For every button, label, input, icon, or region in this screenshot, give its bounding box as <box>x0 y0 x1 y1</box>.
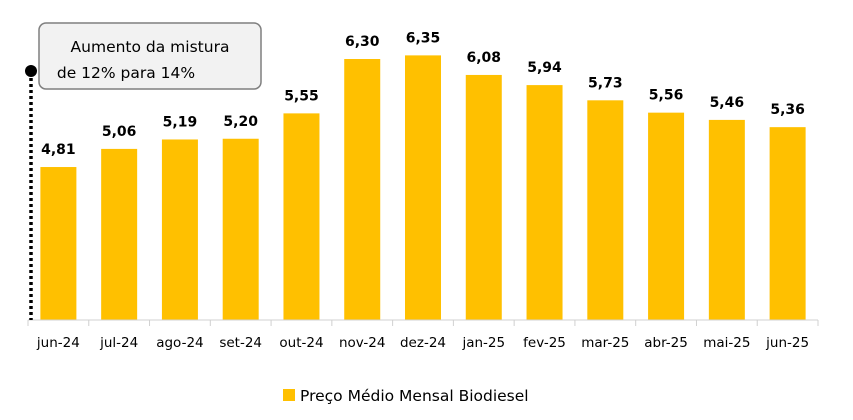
x-tick-label-dez-24: dez-24 <box>400 335 446 351</box>
value-label-nov-24: 6,30 <box>345 34 380 50</box>
value-label-ago-24: 5,19 <box>163 114 198 130</box>
x-axis-ticks-group: jun-24 jul-24 ago-24 set-24 out-24 nov-24 dez-… <box>27 320 819 351</box>
bar-jan-25 <box>465 74 502 320</box>
annotation: Aumento da mistura de 12% para 14% <box>25 22 262 320</box>
value-label-fev-25: 5,94 <box>527 60 562 76</box>
bar-ago-24 <box>161 139 198 320</box>
value-label-mai-25: 5,46 <box>710 95 745 111</box>
legend-swatch <box>283 389 295 401</box>
annotation-text-line-2: de 12% para 14% <box>57 64 195 82</box>
bar-dez-24 <box>405 55 441 320</box>
bar-jun-24 <box>40 167 77 320</box>
x-tick-label-mai-25: mai-25 <box>703 335 750 351</box>
bar-abr-25 <box>648 112 685 321</box>
x-tick-label-out-24: out-24 <box>279 335 323 351</box>
value-label-jul-24: 5,06 <box>102 124 137 140</box>
bar-set-24 <box>222 138 259 320</box>
x-tick-label-jun-25: jun-25 <box>765 335 809 351</box>
x-tick-label-nov-24: nov-24 <box>339 335 386 351</box>
bar-nov-24 <box>344 59 381 320</box>
x-tick-label-jun-24: jun-24 <box>36 335 80 351</box>
legend-label: Preço Médio Mensal Biodiesel <box>300 387 529 405</box>
value-label-dez-24: 6,35 <box>406 30 441 46</box>
x-tick-label-mar-25: mar-25 <box>581 335 629 351</box>
x-tick-label-jan-25: jan-25 <box>461 335 505 351</box>
x-tick-label-jul-24: jul-24 <box>99 335 138 351</box>
value-label-mar-25: 5,73 <box>588 75 623 91</box>
bar-out-24 <box>283 113 320 320</box>
value-label-set-24: 5,20 <box>223 114 258 130</box>
value-label-jun-25: 5,36 <box>770 102 805 118</box>
bar-mai-25 <box>708 119 745 321</box>
legend: Preço Médio Mensal Biodiesel <box>283 387 529 405</box>
bar-jun-25 <box>769 127 806 321</box>
x-tick-label-fev-25: fev-25 <box>523 335 566 351</box>
value-label-jun-24: 4,81 <box>41 142 76 158</box>
annotation-marker-dot <box>25 65 37 77</box>
value-label-jan-25: 6,08 <box>466 50 501 66</box>
bar-fev-25 <box>526 85 563 320</box>
x-tick-label-set-24: set-24 <box>219 335 262 351</box>
annotation-box <box>38 22 262 90</box>
annotation-text-line-1: Aumento da mistura <box>71 38 230 56</box>
value-label-abr-25: 5,56 <box>649 88 684 104</box>
x-tick-label-abr-25: abr-25 <box>644 335 688 351</box>
x-tick-label-ago-24: ago-24 <box>156 335 203 351</box>
bar-mar-25 <box>587 100 624 320</box>
bars-group <box>40 55 806 321</box>
value-labels-group: 4,81 5,06 5,19 5,20 5,55 6,30 6,35 6,08 5,94 5,73… <box>41 30 805 158</box>
bar-jul-24 <box>101 148 138 320</box>
value-label-out-24: 5,55 <box>284 88 319 104</box>
